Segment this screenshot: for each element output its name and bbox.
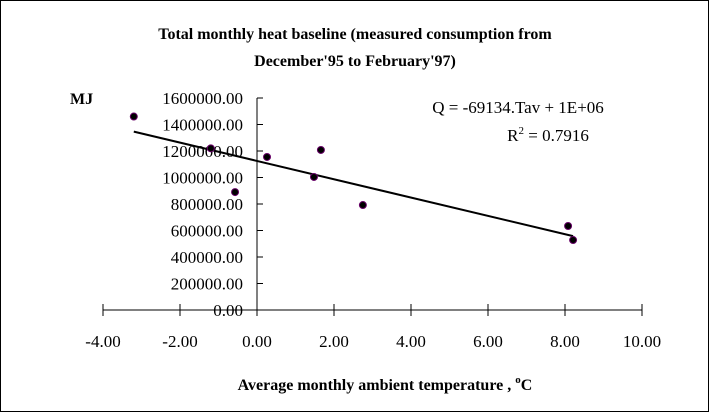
x-tick-label: -4.00	[85, 332, 120, 351]
x-tick-label: 6.00	[473, 332, 503, 351]
y-tick-label: 1600000.00	[162, 89, 243, 108]
y-tick-label: 1200000.00	[162, 142, 243, 161]
data-point	[309, 172, 318, 181]
y-tick-label: 1000000.00	[162, 169, 243, 188]
chart-title-line2: December'95 to February'97)	[254, 53, 456, 70]
y-axis-label: MJ	[70, 91, 93, 108]
x-tick-label: -2.00	[162, 332, 197, 351]
x-axis-label: Average monthly ambient temperature , oC	[238, 374, 533, 394]
x-tick-label: 10.00	[623, 332, 661, 351]
data-point	[564, 221, 573, 230]
data-point	[263, 152, 272, 161]
r2-label: R2 = 0.7916	[507, 125, 589, 145]
chart-title-line1: Total monthly heat baseline (measured co…	[158, 26, 552, 43]
data-point	[316, 145, 325, 154]
equation-label: Q = -69134.Tav + 1E+06	[432, 98, 604, 117]
x-tick-label: 4.00	[396, 332, 426, 351]
data-point	[569, 236, 578, 245]
data-point	[231, 188, 240, 197]
data-point	[129, 112, 138, 121]
x-tick-label: 0.00	[242, 332, 272, 351]
y-tick-label: 800000.00	[171, 195, 243, 214]
x-tick-label: 2.00	[319, 332, 349, 351]
y-tick-label: 600000.00	[171, 222, 243, 241]
y-tick-label: 200000.00	[171, 275, 243, 294]
x-tick-label: 8.00	[550, 332, 580, 351]
y-tick-label: 1400000.00	[162, 116, 243, 135]
y-tick-label: 400000.00	[171, 248, 243, 267]
data-point	[206, 144, 215, 153]
y-tick-label: 0.00	[213, 301, 243, 320]
data-point	[358, 201, 367, 210]
